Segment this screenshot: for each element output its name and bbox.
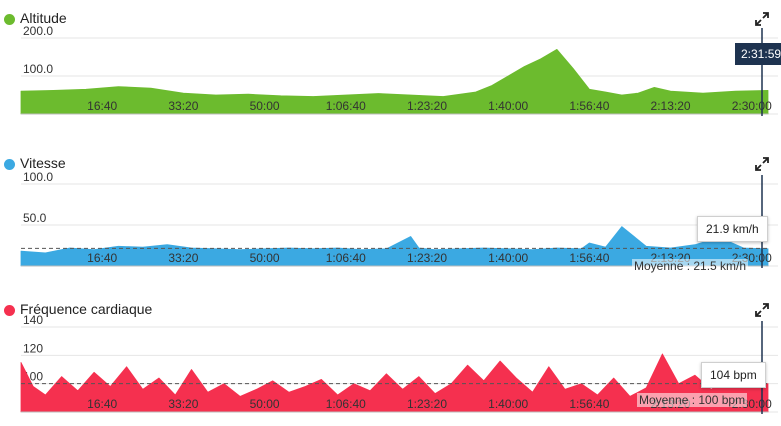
altitude-x-tick-label: 1:40:00 (488, 99, 528, 113)
heart-rate-panel: Fréquence cardiaque 8010012014016:4033:2… (0, 299, 781, 419)
speed-legend-dot (4, 159, 15, 170)
speed-y-tick-label: 100.0 (23, 170, 53, 184)
altitude-x-tick-label: 1:06:40 (326, 99, 366, 113)
speed-mean-label: Moyenne : 21.5 km/h (632, 259, 749, 273)
speed-title: Vitesse (20, 155, 66, 171)
heart-rate-y-tick-label: 140 (23, 313, 43, 327)
speed-panel: Vitesse 0.050.0100.016:4033:2050:001:06:… (0, 153, 781, 273)
heart-rate-y-tick-label: 120 (23, 341, 43, 355)
altitude-area-series (20, 49, 769, 115)
speed-header: Vitesse (0, 153, 781, 173)
altitude-x-tick-label: 16:40 (87, 99, 117, 113)
heart-rate-x-tick-label: 1:23:20 (407, 397, 447, 411)
expand-icon[interactable] (755, 157, 769, 171)
speed-x-tick-label: 1:23:20 (407, 251, 447, 265)
speed-cursor-tooltip: 21.9 km/h (697, 216, 768, 242)
heart-rate-legend-dot (4, 305, 15, 316)
altitude-chart[interactable]: 0100.0200.016:4033:2050:001:06:401:23:20… (0, 24, 781, 118)
heart-rate-cursor-tooltip: 104 bpm (701, 362, 766, 388)
altitude-header: Altitude (0, 8, 781, 28)
heart-rate-x-tick-label: 1:06:40 (326, 397, 366, 411)
heart-rate-x-tick-label: 1:40:00 (488, 397, 528, 411)
altitude-x-tick-label: 1:23:20 (407, 99, 447, 113)
speed-x-tick-label: 1:56:40 (569, 251, 609, 265)
cursor-time-badge: 2:31:59 (735, 43, 781, 65)
speed-y-tick-label: 50.0 (23, 211, 47, 225)
altitude-title: Altitude (20, 10, 67, 26)
speed-area-series (20, 226, 769, 267)
speed-chart[interactable]: 0.050.0100.016:4033:2050:001:06:401:23:2… (0, 170, 781, 270)
heart-rate-x-tick-label: 33:20 (168, 397, 198, 411)
heart-rate-header: Fréquence cardiaque (0, 299, 781, 319)
altitude-x-tick-label: 2:30:00 (732, 99, 772, 113)
altitude-y-tick-label: 200.0 (23, 24, 53, 38)
heart-rate-x-tick-label: 16:40 (87, 397, 117, 411)
heart-rate-mean-label: Moyenne : 100 bpm (637, 393, 748, 407)
speed-x-tick-label: 33:20 (168, 251, 198, 265)
altitude-x-tick-label: 2:13:20 (651, 99, 691, 113)
speed-x-tick-label: 16:40 (87, 251, 117, 265)
heart-rate-x-tick-label: 1:56:40 (569, 397, 609, 411)
altitude-x-tick-label: 50:00 (250, 99, 280, 113)
heart-rate-x-tick-label: 50:00 (250, 397, 280, 411)
altitude-legend-dot (4, 14, 15, 25)
heart-rate-title: Fréquence cardiaque (20, 301, 153, 317)
altitude-y-tick-label: 100.0 (23, 62, 53, 76)
altitude-x-tick-label: 33:20 (168, 99, 198, 113)
speed-x-tick-label: 50:00 (250, 251, 280, 265)
speed-x-tick-label: 1:06:40 (326, 251, 366, 265)
expand-icon[interactable] (755, 303, 769, 317)
expand-icon[interactable] (755, 12, 769, 26)
speed-x-tick-label: 1:40:00 (488, 251, 528, 265)
heart-rate-area-series (20, 353, 769, 413)
altitude-panel: Altitude 0100.0200.016:4033:2050:001:06:… (0, 8, 781, 118)
altitude-x-tick-label: 1:56:40 (569, 99, 609, 113)
